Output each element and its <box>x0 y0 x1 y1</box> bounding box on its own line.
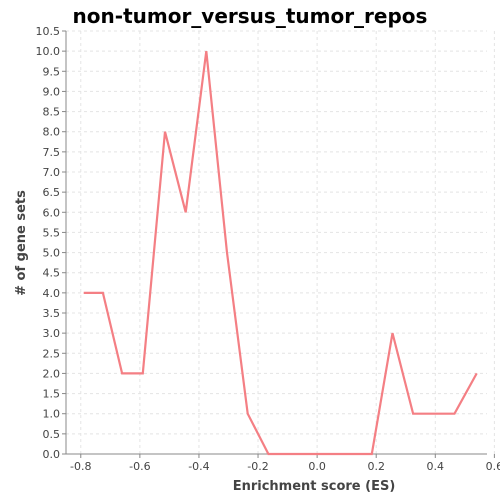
data-point <box>412 413 414 415</box>
y-axis-label: # of gene sets <box>14 190 29 296</box>
y-tick-label: 2.5 <box>43 347 61 360</box>
y-tick-label: 8.0 <box>43 126 61 139</box>
y-tick-label: 0.0 <box>43 448 61 461</box>
y-tick-label: 7.0 <box>43 166 61 179</box>
data-point <box>348 453 350 455</box>
data-point <box>102 292 104 294</box>
data-point <box>142 372 144 374</box>
y-tick-label: 9.5 <box>43 65 61 78</box>
x-tick-label: -0.8 <box>70 460 91 473</box>
data-point <box>226 251 228 253</box>
data-point <box>288 453 290 455</box>
data-point <box>328 453 330 455</box>
y-tick-label: 1.5 <box>43 388 61 401</box>
x-axis-ticks: -0.8 -0.6 -0.4 -0.2 0.0 0.2 0.4 0.6 <box>70 454 500 473</box>
plot-area <box>66 31 487 454</box>
y-tick-label: 2.0 <box>43 367 61 380</box>
y-axis-ticks: 0.0 0.5 1.0 1.5 2.0 2.5 3.0 3.5 4.0 4.5 5.0 5.5 6.0 6… <box>36 25 66 461</box>
y-tick-label: 4.5 <box>43 267 61 280</box>
y-tick-label: 4.0 <box>43 287 61 300</box>
y-tick-label: 8.5 <box>43 106 61 119</box>
x-axis-label: Enrichment score (ES) <box>233 479 396 494</box>
data-point <box>433 413 435 415</box>
y-tick-label: 0.5 <box>43 428 61 441</box>
y-tick-label: 10.5 <box>36 25 61 38</box>
data-point <box>453 413 455 415</box>
data-point <box>475 372 477 374</box>
x-tick-label: -0.6 <box>129 460 150 473</box>
data-point <box>371 453 373 455</box>
x-tick-label: 0.6 <box>486 460 500 473</box>
y-tick-label: 3.0 <box>43 327 61 340</box>
x-tick-label: -0.2 <box>247 460 268 473</box>
y-tick-label: 10.0 <box>36 45 61 58</box>
data-point <box>267 453 269 455</box>
y-tick-label: 5.0 <box>43 247 61 260</box>
x-tick-label: 0.2 <box>367 460 385 473</box>
data-point <box>164 131 166 133</box>
y-tick-label: 6.5 <box>43 186 61 199</box>
data-point <box>309 453 311 455</box>
x-tick-label: -0.4 <box>188 460 209 473</box>
data-point <box>121 372 123 374</box>
data-point <box>184 211 186 213</box>
y-tick-label: 1.0 <box>43 408 61 421</box>
chart-title: non-tumor_versus_tumor_repos <box>72 4 428 28</box>
x-tick-label: 0.0 <box>308 460 326 473</box>
data-point <box>246 413 248 415</box>
y-tick-label: 3.5 <box>43 307 61 320</box>
x-tick-label: 0.4 <box>427 460 445 473</box>
y-tick-label: 9.0 <box>43 85 61 98</box>
y-tick-label: 6.0 <box>43 206 61 219</box>
series-layer <box>83 50 478 456</box>
grid <box>66 30 495 455</box>
data-point <box>391 332 393 334</box>
y-tick-label: 7.5 <box>43 146 61 159</box>
y-tick-label: 5.5 <box>43 226 61 239</box>
data-point <box>205 50 207 52</box>
data-point <box>83 292 85 294</box>
series-line <box>83 50 478 456</box>
